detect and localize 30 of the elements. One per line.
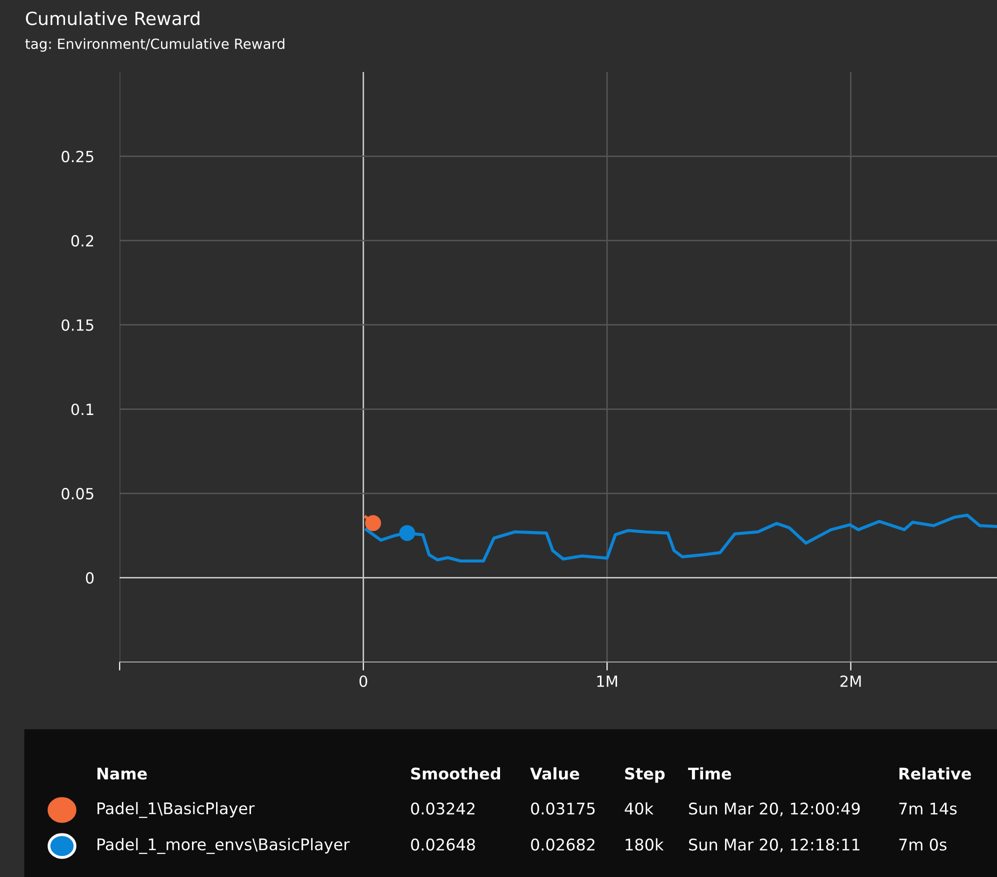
text: Time <box>688 767 732 780</box>
text: Name <box>97 768 147 780</box>
text: Smoothed <box>411 767 500 780</box>
x-tick-label: 1M <box>597 676 618 687</box>
y-tick-label: 0.15 <box>62 319 94 331</box>
y-tick-label: 0.2 <box>71 235 94 247</box>
x-tick-label: 0 <box>360 675 368 688</box>
y-tick-label: 0 <box>86 572 94 584</box>
text: 40k <box>624 802 654 815</box>
text: 180k <box>626 838 664 851</box>
text: Step <box>625 768 665 783</box>
text: Relative <box>899 767 971 780</box>
text: 7m 14s <box>899 802 957 815</box>
text: 0.03242 <box>411 802 474 815</box>
text: 0.03175 <box>531 802 595 815</box>
text: Value <box>530 767 580 780</box>
text: 0.02648 <box>411 838 475 851</box>
text: 0.02682 <box>531 838 594 851</box>
chart-title: Cumulative Reward <box>26 11 200 26</box>
legend-label: Padel_1_more_envs\BasicPlayer <box>98 838 350 854</box>
text: 7m 0s <box>899 838 946 851</box>
y-tick-label: 0.1 <box>71 404 94 416</box>
text: Sun Mar 20, 12:00:49 <box>689 802 860 816</box>
text: Sun Mar 20, 12:18:11 <box>689 838 860 852</box>
line-series <box>364 514 997 563</box>
y-tick-label: 0.25 <box>62 150 94 162</box>
y-tick-label: 0.05 <box>62 488 94 500</box>
legend-label: Padel_1\BasicPlayer <box>98 802 255 818</box>
chart-subtitle: tag: Environment/Cumulative Reward <box>25 38 284 52</box>
x-tick-label: 2M <box>840 675 861 687</box>
